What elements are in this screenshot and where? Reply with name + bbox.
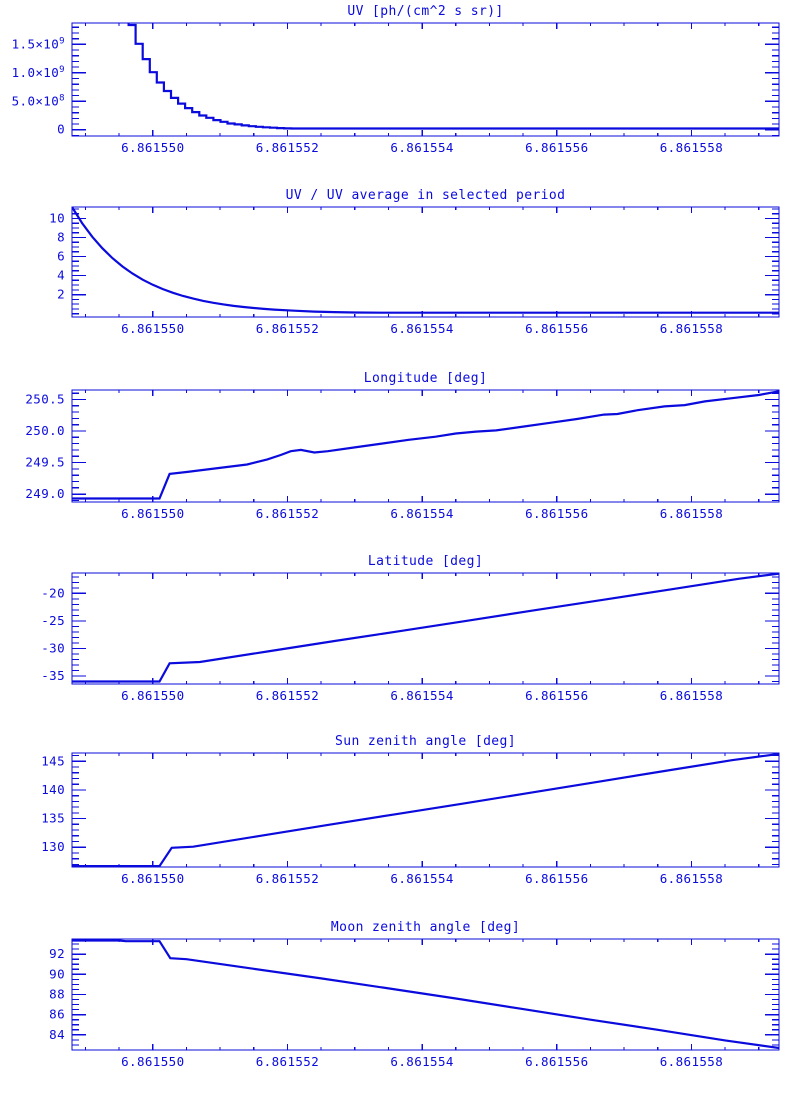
x-tick-label: 6.861552 [256, 321, 319, 336]
plot-frame [71, 572, 780, 685]
x-tick-label: 6.861558 [660, 871, 723, 886]
x-tick-label: 6.861556 [525, 321, 588, 336]
x-tick-label: 6.861558 [660, 140, 723, 155]
y-tick-label: -30 [41, 640, 65, 655]
y-tick-label: -35 [41, 668, 65, 683]
y-tick-label: 2 [57, 287, 65, 302]
y-tick-label: 84 [49, 1027, 65, 1042]
y-tick-label: 250.5 [25, 391, 65, 406]
chart-longitude: Longitude [deg] 6.861550 6.861552 6.861554 6… [25, 371, 780, 521]
x-tick-label: 6.861554 [390, 871, 453, 886]
plot-frame [71, 206, 780, 318]
x-tick-label: 6.861550 [121, 140, 184, 155]
plot-title: Moon zenith angle [deg] [331, 920, 520, 935]
x-tick-label: 6.861558 [660, 688, 723, 703]
data-line-longitude [72, 390, 779, 500]
y-tick-label: 4 [57, 268, 65, 283]
x-tick-label: 6.861552 [256, 1054, 319, 1069]
y-tick-label: 88 [49, 987, 65, 1002]
plot-frame [71, 752, 780, 868]
x-tick-label: 6.861558 [660, 1054, 723, 1069]
chart-latitude: Latitude [deg] 6.861550 6.861552 6.861554 6.… [41, 554, 780, 703]
y-tick-label: 1.0×109 [12, 65, 65, 80]
chart-uv-ratio: UV / UV average in selected period 6.8615… [49, 188, 780, 336]
plot-title: Longitude [deg] [364, 371, 487, 386]
y-tick-label: 0 [57, 122, 65, 137]
y-tick-label: 249.0 [25, 486, 65, 501]
y-tick-label: 86 [49, 1007, 65, 1022]
y-tick-label: 92 [49, 946, 65, 961]
plot-title: UV / UV average in selected period [286, 188, 566, 203]
plot-frame [71, 22, 780, 137]
x-tick-label: 6.861554 [390, 1054, 453, 1069]
x-tick-label: 6.861556 [525, 140, 588, 155]
x-tick-label: 6.861550 [121, 506, 184, 521]
y-tick-label: 6 [57, 249, 65, 264]
y-tick-label: 1.5×109 [12, 36, 65, 51]
y-tick-label: 140 [41, 782, 65, 797]
x-tick-label: 6.861556 [525, 871, 588, 886]
plot-title: Sun zenith angle [deg] [335, 734, 516, 749]
data-line-moon-zenith [72, 939, 779, 1050]
x-tick-label: 6.861550 [121, 1054, 184, 1069]
y-tick-label: 10 [49, 210, 65, 225]
x-tick-label: 6.861552 [256, 140, 319, 155]
x-tick-label: 6.861554 [390, 321, 453, 336]
data-line-sun-zenith [72, 753, 779, 867]
chart-sun-zenith: Sun zenith angle [deg] 6.861550 6.861552 6.… [41, 734, 780, 886]
data-line-uv [127, 23, 779, 130]
plot-title: Latitude [deg] [368, 554, 483, 569]
chart-uv: UV [ph/(cm^2 s sr)] 6.861550 6.861552 6.861… [12, 4, 780, 155]
plot-title: UV [ph/(cm^2 s sr)] [347, 4, 503, 19]
x-tick-label: 6.861554 [390, 688, 453, 703]
y-tick-label: -25 [41, 613, 65, 628]
x-tick-label: 6.861552 [256, 506, 319, 521]
y-tick-label: 130 [41, 839, 65, 854]
data-line-latitude [72, 573, 779, 683]
data-line-uv-ratio [72, 207, 779, 314]
x-tick-label: 6.861556 [525, 1054, 588, 1069]
x-tick-label: 6.861556 [525, 688, 588, 703]
y-tick-label: 5.0×108 [12, 93, 65, 108]
y-tick-label: 135 [41, 811, 65, 826]
plot-frame [71, 389, 780, 503]
y-tick-label: 249.5 [25, 455, 65, 470]
x-tick-label: 6.861552 [256, 688, 319, 703]
x-tick-label: 6.861550 [121, 688, 184, 703]
x-tick-label: 6.861552 [256, 871, 319, 886]
x-tick-label: 6.861558 [660, 321, 723, 336]
x-tick-label: 6.861554 [390, 506, 453, 521]
x-tick-label: 6.861550 [121, 871, 184, 886]
y-tick-label: 8 [57, 229, 65, 244]
x-tick-label: 6.861550 [121, 321, 184, 336]
x-tick-label: 6.861554 [390, 140, 453, 155]
chart-moon-zenith: Moon zenith angle [deg] 6.861550 6.861552 6… [49, 920, 780, 1069]
y-tick-label: 145 [41, 753, 65, 768]
y-tick-label: -20 [41, 585, 65, 600]
y-tick-label: 250.0 [25, 423, 65, 438]
y-tick-label: 90 [49, 966, 65, 981]
x-tick-label: 6.861558 [660, 506, 723, 521]
x-tick-label: 6.861556 [525, 506, 588, 521]
